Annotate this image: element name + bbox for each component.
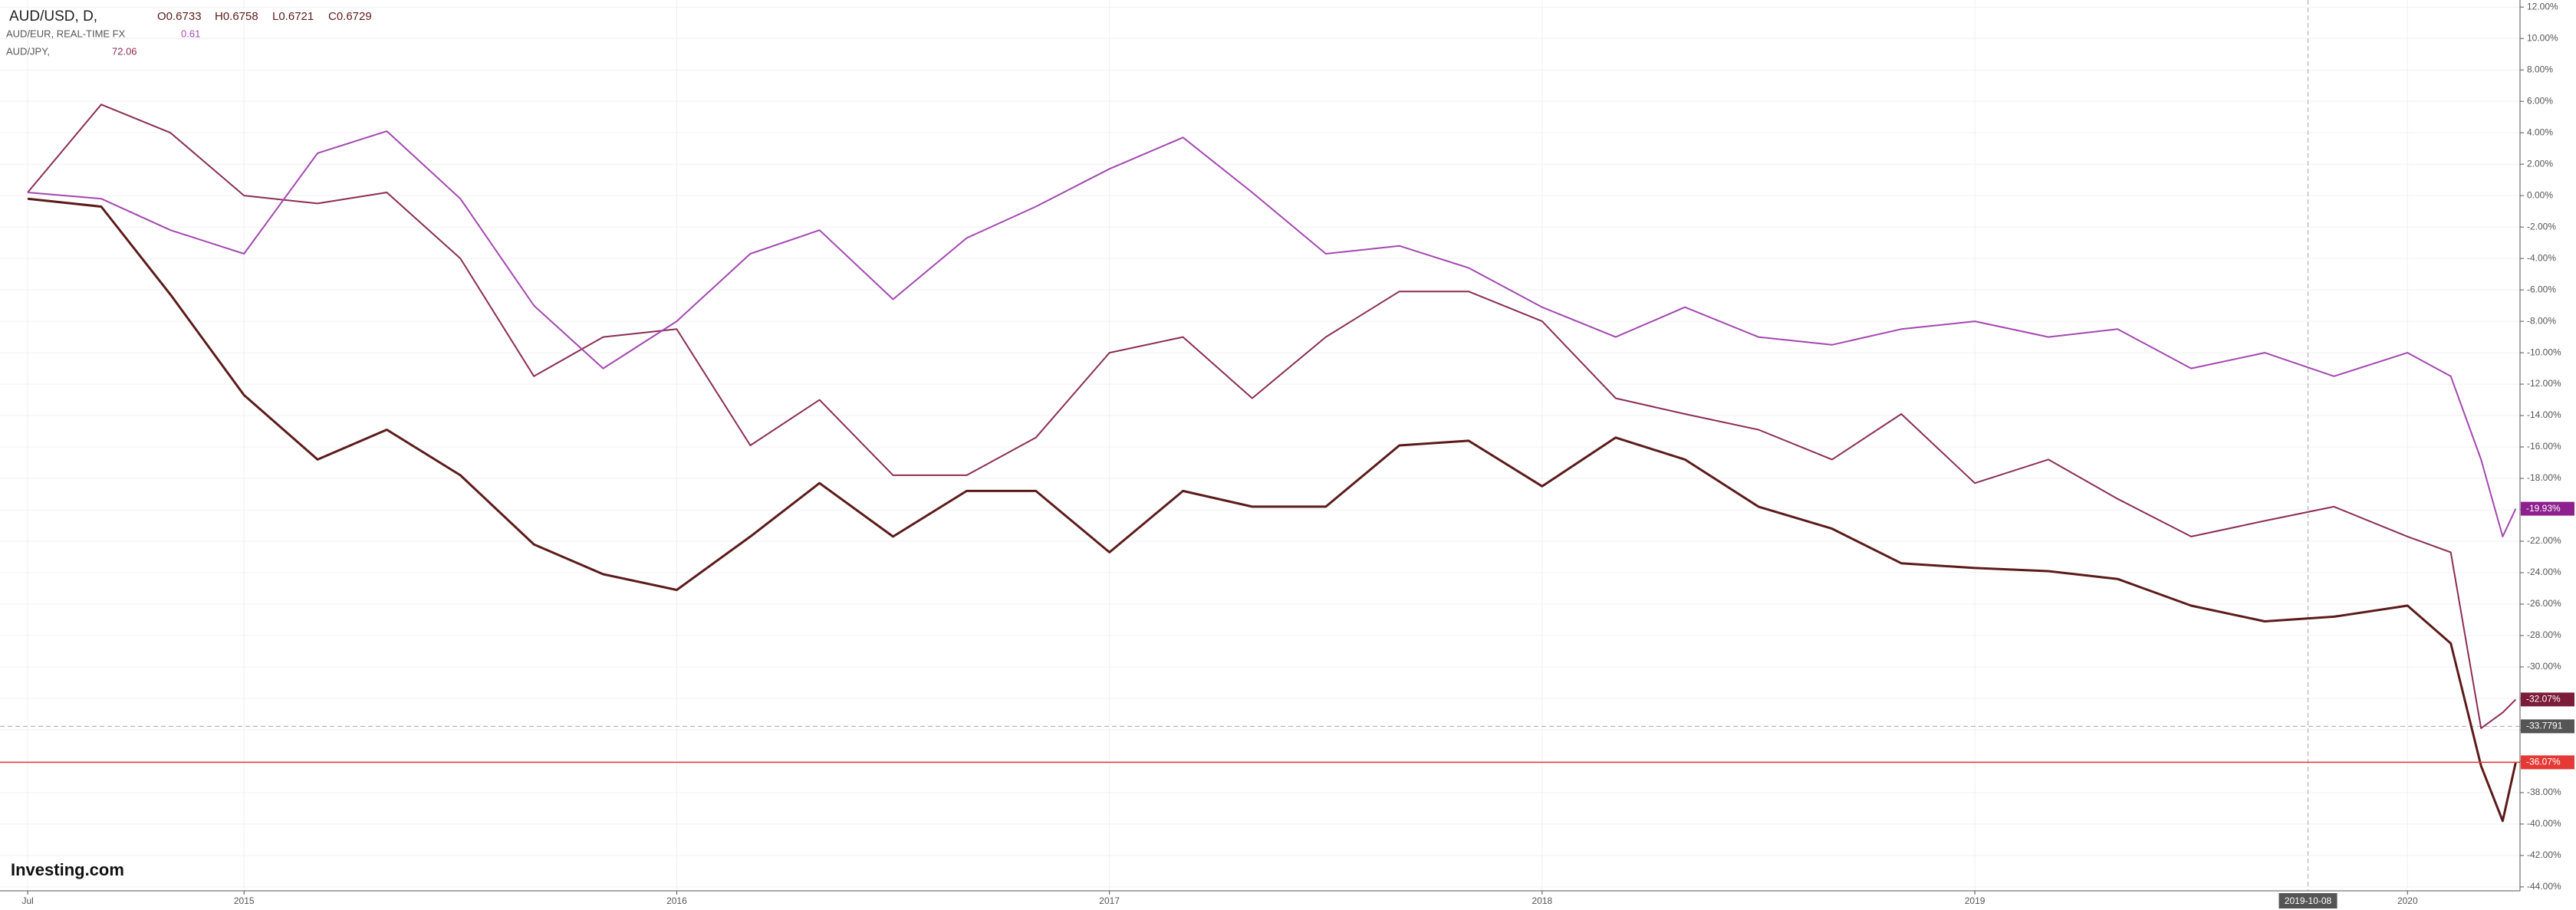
plot bbox=[0, 0, 2520, 891]
y-tick-label: -38.00% bbox=[2527, 787, 2561, 797]
series-line bbox=[28, 130, 2517, 537]
y-tick-label: -8.00% bbox=[2527, 315, 2556, 326]
y-tick-label: 4.00% bbox=[2527, 126, 2553, 137]
x-tick-label: 2019 bbox=[1965, 895, 1985, 906]
y-tick-label: -26.00% bbox=[2527, 598, 2561, 609]
price-label-box bbox=[2521, 501, 2574, 516]
overlay-value: 0.61 bbox=[181, 28, 200, 39]
ohlc-open: O0.6733 bbox=[157, 10, 202, 23]
axes: 12.00% 10.00% 8.00% 6.00% 4.00% 2.00% 0.00% -2.… bbox=[21, 1, 2574, 908]
y-tick-label: 0.00% bbox=[2527, 189, 2553, 200]
main-symbol[interactable]: AUD/USD, D, bbox=[9, 8, 97, 25]
y-tick-label: -2.00% bbox=[2527, 221, 2556, 232]
y-tick-label: -44.00% bbox=[2527, 881, 2561, 892]
y-tick-label: 2.00% bbox=[2527, 158, 2553, 169]
y-tick-label: -18.00% bbox=[2527, 472, 2561, 483]
series-line bbox=[27, 103, 2517, 729]
ohlc-close: C0.6729 bbox=[328, 10, 372, 23]
price-label-box bbox=[2521, 692, 2574, 707]
price-label-box bbox=[2521, 755, 2574, 770]
x-tick-label: 2016 bbox=[666, 895, 687, 906]
y-tick-label: -42.00% bbox=[2527, 849, 2561, 860]
y-tick-label: -30.00% bbox=[2527, 661, 2561, 672]
y-tick-label: -6.00% bbox=[2527, 284, 2556, 294]
grid bbox=[0, 0, 2520, 891]
crosshair-x-label: 2019-10-08 bbox=[2285, 895, 2332, 906]
x-tick-label: 2020 bbox=[2397, 895, 2418, 906]
y-tick-label: -40.00% bbox=[2527, 818, 2561, 829]
price-label: -19.93% bbox=[2526, 503, 2561, 514]
overlay-symbol[interactable]: AUD/EUR, REAL-TIME FX bbox=[6, 28, 126, 39]
y-tick-label: -22.00% bbox=[2527, 535, 2561, 546]
crosshair-x-label-box bbox=[2278, 893, 2337, 908]
y-tick-label: -10.00% bbox=[2527, 347, 2561, 357]
y-tick-label: -4.00% bbox=[2527, 252, 2556, 263]
y-tick-label: 10.00% bbox=[2527, 32, 2558, 43]
y-tick-label: 8.00% bbox=[2527, 64, 2553, 74]
overlay-symbol[interactable]: AUD/JPY, bbox=[6, 45, 50, 57]
y-tick-label: 12.00% bbox=[2527, 1, 2558, 11]
x-tick-label: 2017 bbox=[1099, 895, 1120, 906]
y-tick-label: 6.00% bbox=[2527, 95, 2553, 106]
y-tick-label: -12.00% bbox=[2527, 378, 2561, 389]
x-tick-label: 2018 bbox=[1532, 895, 1553, 906]
crosshair-label: -33.7791 bbox=[2526, 721, 2563, 731]
series-line bbox=[27, 197, 2517, 823]
price-label: -36.07% bbox=[2526, 757, 2561, 767]
y-tick-label: -28.00% bbox=[2527, 629, 2561, 640]
x-tick-label: Jul bbox=[21, 895, 33, 906]
y-tick-label: -14.00% bbox=[2527, 409, 2561, 420]
price-label: -32.07% bbox=[2526, 694, 2561, 705]
crosshair-label-box bbox=[2521, 719, 2574, 734]
y-tick-label: -16.00% bbox=[2527, 441, 2561, 452]
watermark: Investing.com bbox=[11, 860, 124, 879]
x-tick-label: 2015 bbox=[234, 895, 255, 906]
ohlc-low: L0.6721 bbox=[272, 10, 314, 23]
y-tick-label: -24.00% bbox=[2527, 567, 2561, 577]
overlay-value: 72.06 bbox=[112, 45, 137, 57]
ohlc-high: H0.6758 bbox=[215, 10, 258, 23]
